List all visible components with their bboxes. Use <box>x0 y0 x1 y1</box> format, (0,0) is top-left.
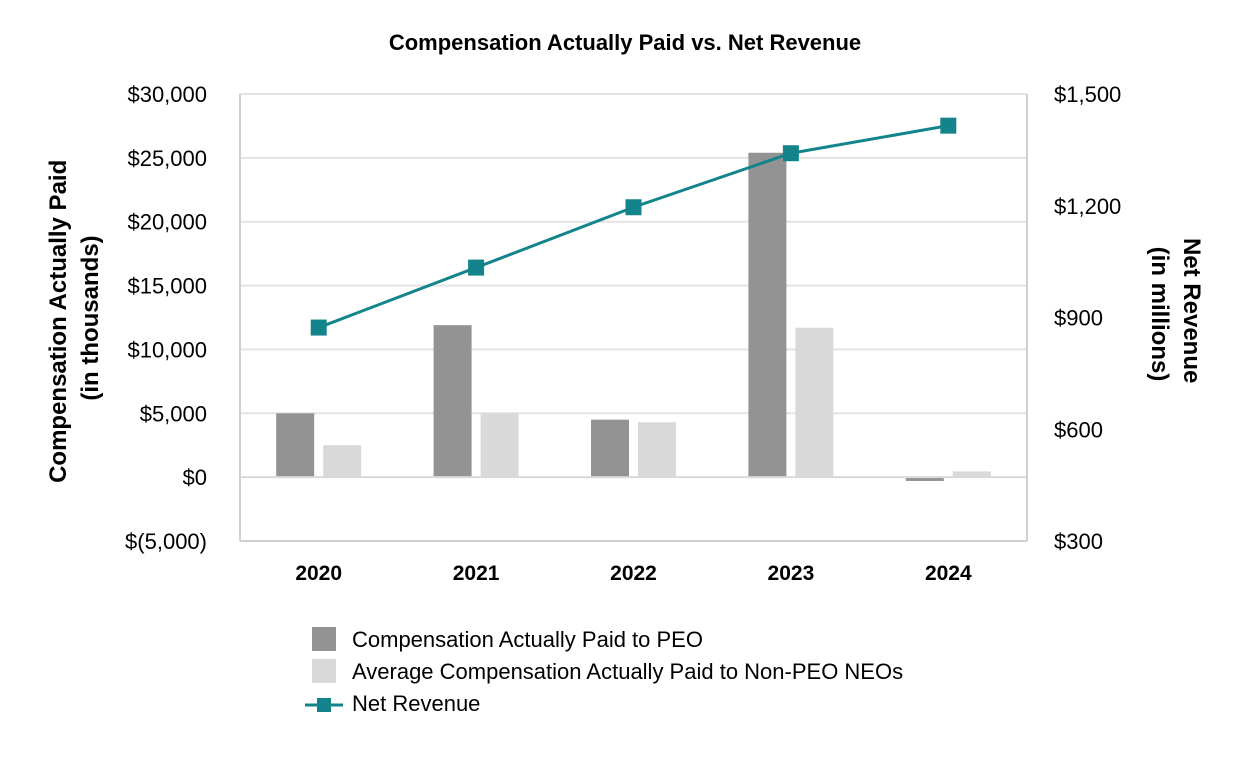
net-revenue-line <box>310 117 957 336</box>
gridlines <box>240 93 1027 542</box>
bar-non-peo-2022 <box>638 422 676 478</box>
legend-marker-net-revenue <box>317 698 331 712</box>
legend-swatch-non-peo <box>312 659 336 683</box>
chart-title: Compensation Actually Paid vs. Net Reven… <box>389 30 861 55</box>
bar-peo-2020 <box>276 413 315 478</box>
legend-label-peo: Compensation Actually Paid to PEO <box>352 627 703 652</box>
left-tick-label-3: $10,000 <box>127 337 207 362</box>
right-tick-label-0: $300 <box>1054 529 1103 554</box>
x-tick-label-2021: 2021 <box>453 562 500 585</box>
x-axis-ticks: 2020 2021 2022 2023 2024 <box>295 562 972 585</box>
right-axis-title: Net Revenue (in millions) <box>1146 238 1205 390</box>
net-revenue-polyline <box>318 124 949 329</box>
x-tick-label-2024: 2024 <box>925 562 972 585</box>
net-revenue-marker-2021 <box>468 259 485 276</box>
left-axis-title-line2: (in thousands) <box>77 235 104 400</box>
net-revenue-marker-2023 <box>782 145 799 162</box>
right-tick-label-3: $1,200 <box>1054 194 1121 219</box>
left-tick-label-1: $0 <box>183 465 207 490</box>
bar-peo-2021 <box>433 325 472 478</box>
x-tick-label-2020: 2020 <box>295 562 342 585</box>
bar-non-peo-2023 <box>795 327 834 478</box>
bar-peo-2023 <box>748 152 787 478</box>
left-axis-ticks: $(5,000) $0 $5,000 $10,000 $15,000 $20,000 $25… <box>125 82 207 554</box>
net-revenue-marker-2024 <box>940 117 957 134</box>
right-tick-label-4: $1,500 <box>1054 82 1121 107</box>
legend: Compensation Actually Paid to PEO Averag… <box>305 627 903 716</box>
right-tick-label-1: $600 <box>1054 417 1103 442</box>
left-tick-label-0: $(5,000) <box>125 529 207 554</box>
plot-frame <box>239 94 1028 542</box>
left-tick-label-2: $5,000 <box>140 401 207 426</box>
right-axis-title-line1: Net Revenue <box>1178 238 1205 383</box>
legend-label-non-peo: Average Compensation Actually Paid to No… <box>352 659 903 684</box>
right-axis-title-line2: (in millions) <box>1146 247 1173 382</box>
bar-non-peo-2021 <box>480 413 519 478</box>
left-tick-label-5: $20,000 <box>127 210 207 235</box>
legend-swatch-peo <box>312 627 336 651</box>
net-revenue-marker-2022 <box>625 199 642 216</box>
left-tick-label-6: $25,000 <box>127 146 207 171</box>
x-tick-label-2022: 2022 <box>610 562 657 585</box>
right-tick-label-2: $900 <box>1054 306 1103 331</box>
legend-label-net-revenue: Net Revenue <box>352 691 480 716</box>
left-tick-label-7: $30,000 <box>127 82 207 107</box>
net-revenue-marker-2020 <box>310 319 327 336</box>
bar-non-peo-2020 <box>323 445 362 478</box>
left-axis-title-line1: Compensation Actually Paid <box>45 160 72 483</box>
bar-non-peo-2024 <box>952 471 991 478</box>
left-axis-title: Compensation Actually Paid (in thousands… <box>45 153 104 483</box>
bar-peo-2022 <box>591 419 629 478</box>
x-tick-label-2023: 2023 <box>768 562 815 585</box>
bars <box>276 152 991 481</box>
right-axis-ticks: $300 $600 $900 $1,200 $1,500 <box>1054 82 1121 554</box>
bar-peo-2024 <box>905 477 944 481</box>
left-tick-label-4: $15,000 <box>127 274 207 299</box>
